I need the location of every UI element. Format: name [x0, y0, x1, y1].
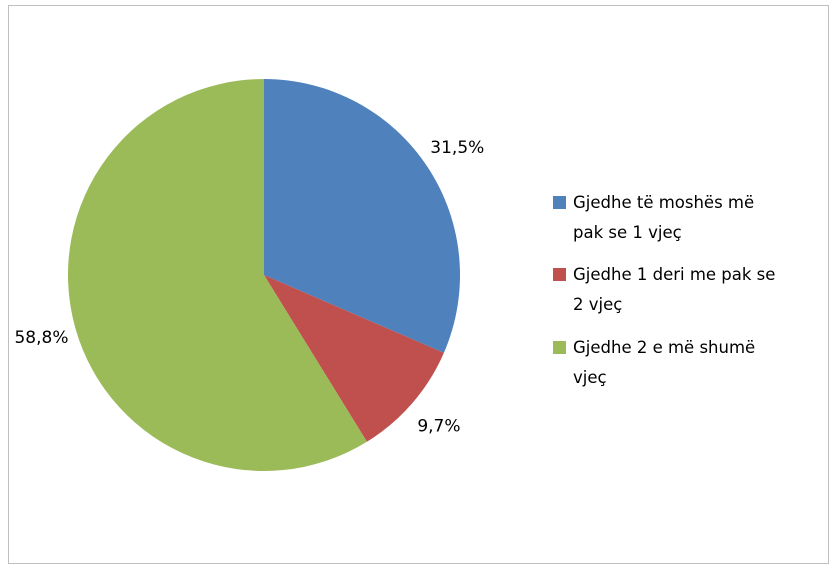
chart-frame	[8, 5, 829, 564]
legend-item: Gjedhe të moshës më pak se 1 vjeç	[553, 188, 793, 248]
legend-label: Gjedhe të moshës më pak se 1 vjeç	[573, 193, 755, 242]
legend-swatch	[553, 196, 566, 209]
legend-item: Gjedhe 1 deri me pak se 2 vjeç	[553, 260, 793, 320]
legend-label: Gjedhe 2 e më shumë vjeç	[573, 338, 756, 387]
data-label: 58,8%	[14, 328, 68, 348]
legend-label: Gjedhe 1 deri me pak se 2 vjeç	[573, 265, 776, 314]
pie-slice	[264, 79, 461, 353]
legend-item: Gjedhe 2 e më shumë vjeç	[553, 333, 793, 393]
pie-slice	[264, 275, 444, 442]
legend-swatch	[553, 341, 566, 354]
legend-swatch	[553, 268, 566, 281]
pie-slice	[68, 79, 367, 471]
data-label: 31,5%	[430, 138, 484, 158]
data-label: 9,7%	[417, 416, 460, 436]
